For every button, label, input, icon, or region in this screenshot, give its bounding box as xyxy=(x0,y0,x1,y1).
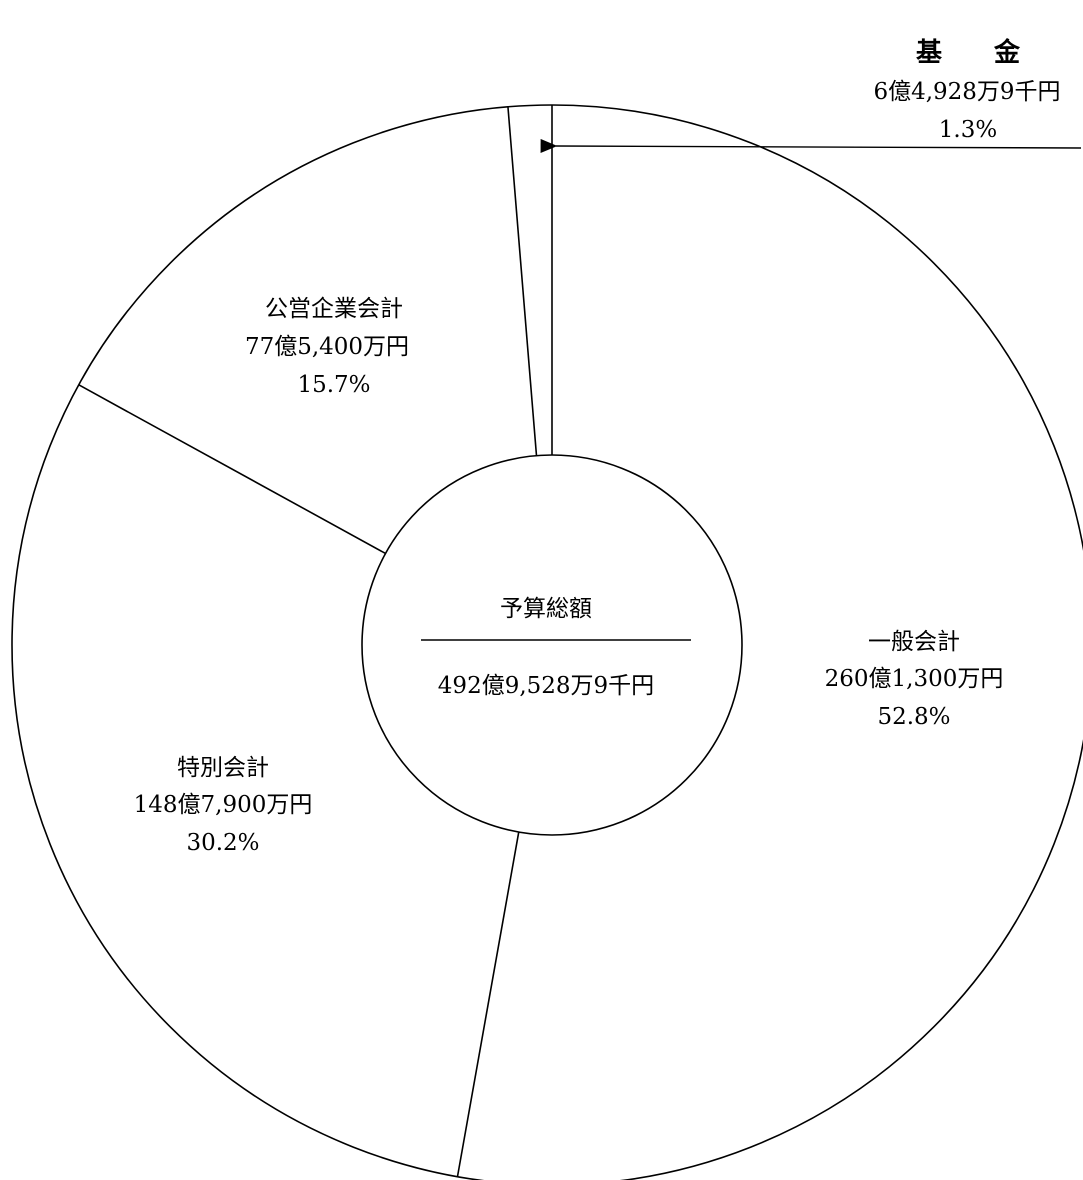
slice-amount-tokubetsu: 148億7,900万円 xyxy=(134,792,313,818)
center-circle xyxy=(361,454,743,836)
kikin-callout-arrow xyxy=(540,138,1082,153)
slice-amount-koei: 77億5,400万円 xyxy=(245,334,409,360)
slice-amount-ippan: 260億1,300万円 xyxy=(825,666,1004,692)
slice-amount-kikin: 6億4,928万9千円 xyxy=(873,79,1060,105)
slice-label-tokubetsu: 特別会計 xyxy=(177,755,269,781)
slice-percent-ippan: 52.8% xyxy=(877,704,950,730)
slice-percent-koei: 15.7% xyxy=(297,372,370,398)
slice-boundaries xyxy=(78,105,553,1177)
slice-percent-kikin: 1.3% xyxy=(939,117,997,143)
slice-percent-tokubetsu: 30.2% xyxy=(186,830,259,856)
boundary-ippan-tokubetsu xyxy=(456,831,520,1177)
slice-label-kikin: 基 金 xyxy=(916,37,1021,68)
center-title: 予算総額 xyxy=(500,596,592,622)
slice-label-ippan: 一般会計 xyxy=(868,629,960,655)
slice-label-koei: 公営企業会計 xyxy=(265,296,403,322)
center-value: 492億9,528万9千円 xyxy=(438,673,654,699)
boundary-tokubetsu-koei xyxy=(78,384,386,555)
boundary-koei-kikin xyxy=(507,106,538,456)
